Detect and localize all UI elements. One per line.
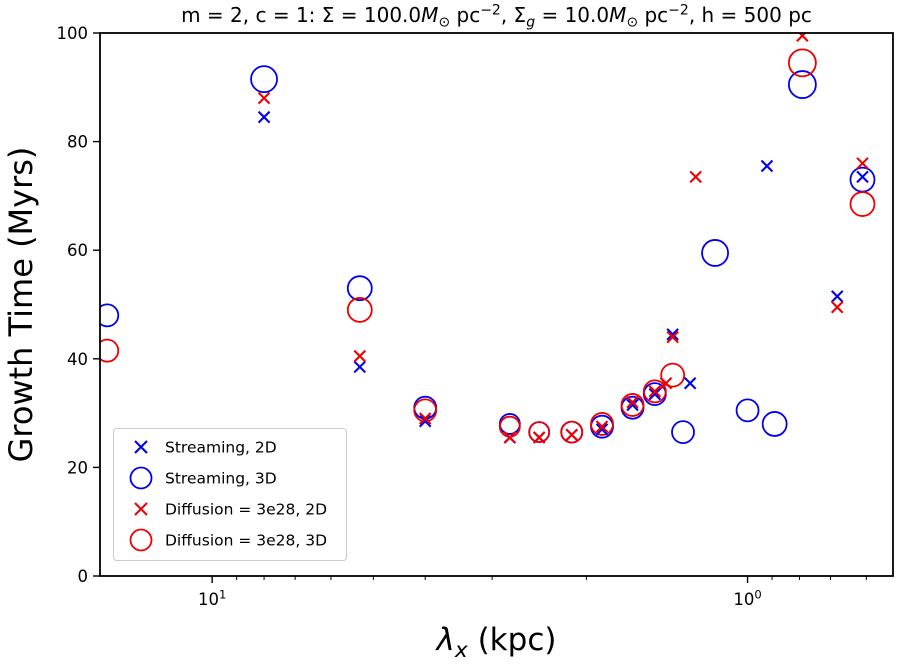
data-point-circle <box>671 420 695 445</box>
data-point-x <box>257 110 271 124</box>
data-point-x <box>666 328 679 341</box>
data-point-x <box>856 157 869 170</box>
chart-title: m = 2, c = 1: Σ = 100.0M⊙ pc−2, Σg = 10.… <box>181 2 812 30</box>
data-point-circle <box>100 303 120 328</box>
data-point-x <box>418 415 432 428</box>
data-point-x <box>626 395 639 409</box>
data-point-x <box>830 290 844 303</box>
legend-entry-diffusion-3e28-3d: Diffusion = 3e28, 3D <box>129 528 327 552</box>
data-point-x <box>796 33 809 42</box>
series-streaming-2d <box>257 110 869 444</box>
data-point-circle <box>590 412 614 436</box>
data-point-circle <box>849 166 876 193</box>
data-point-circle <box>735 398 760 423</box>
legend-x-marker-icon <box>134 502 148 516</box>
y-tick-label: 40 <box>67 350 88 369</box>
data-point-circle <box>560 420 584 444</box>
data-point-x <box>353 349 367 363</box>
data-point-circle <box>620 393 645 417</box>
data-point-x <box>532 431 546 444</box>
data-point-circle <box>787 48 817 78</box>
data-point-x <box>353 360 367 374</box>
series-diffusion-3e28-2d <box>257 33 869 444</box>
series-diffusion-3e28-3d <box>100 48 876 444</box>
y-axis-label: Growth Time (Myrs) <box>2 147 40 463</box>
y-tick-label: 60 <box>67 241 88 260</box>
x-axis-label: λx (kpc) <box>435 622 557 661</box>
data-point-circle <box>660 362 686 388</box>
data-point-x <box>666 330 679 344</box>
data-point-x <box>595 423 609 436</box>
data-point-circle <box>250 65 278 94</box>
y-tick-label: 100 <box>57 24 89 43</box>
legend-label: Diffusion = 3e28, 3D <box>165 532 327 550</box>
x-axis: 101 100 <box>198 576 867 609</box>
y-tick-label: 0 <box>78 567 89 586</box>
legend-x-marker-icon <box>134 440 148 454</box>
x-tick-label: 101 <box>198 588 226 609</box>
data-point-circle <box>761 411 788 437</box>
data-point-x <box>503 431 517 444</box>
legend-circle-marker-icon <box>129 528 153 552</box>
data-point-circle <box>787 70 817 99</box>
data-point-circle <box>346 275 373 302</box>
data-point-circle <box>346 297 373 323</box>
y-tick-label: 80 <box>67 133 88 152</box>
legend-box <box>113 428 347 561</box>
y-axis: 0 20 40 60 80 100 <box>57 24 100 586</box>
y-tick-label: 20 <box>67 458 88 477</box>
data-point-x <box>648 387 662 401</box>
legend-circle-marker-icon <box>129 466 153 490</box>
x-tick-label: 100 <box>733 588 761 609</box>
data-point-x <box>257 91 271 105</box>
series-streaming-3d <box>100 65 876 445</box>
legend-label: Streaming, 2D <box>165 439 277 457</box>
data-point-x <box>683 376 697 390</box>
data-point-x <box>760 159 774 173</box>
data-point-circle <box>849 191 876 217</box>
legend-label: Diffusion = 3e28, 2D <box>165 501 327 519</box>
data-point-x <box>689 170 702 184</box>
data-point-x <box>856 170 869 184</box>
data-point-x <box>648 385 662 398</box>
plot-area <box>100 33 876 445</box>
axes-frame <box>99 32 894 577</box>
data-point-circle <box>100 338 120 363</box>
data-point-circle <box>701 239 729 267</box>
data-point-circle <box>642 379 667 404</box>
legend: Streaming, 2D Streaming, 3D Diffusion = 3e… <box>113 428 347 561</box>
data-point-x <box>595 420 609 433</box>
legend-entry-diffusion-3e28-2d: Diffusion = 3e28, 2D <box>134 501 327 519</box>
data-point-circle <box>528 421 551 444</box>
data-point-x <box>565 428 578 442</box>
legend-entry-streaming-3d: Streaming, 3D <box>129 466 277 490</box>
data-point-x <box>659 376 673 390</box>
legend-entry-streaming-2d: Streaming, 2D <box>134 439 277 457</box>
data-point-x <box>418 412 432 425</box>
legend-label: Streaming, 3D <box>165 470 277 488</box>
data-point-x <box>830 300 844 314</box>
data-point-x <box>626 398 639 412</box>
